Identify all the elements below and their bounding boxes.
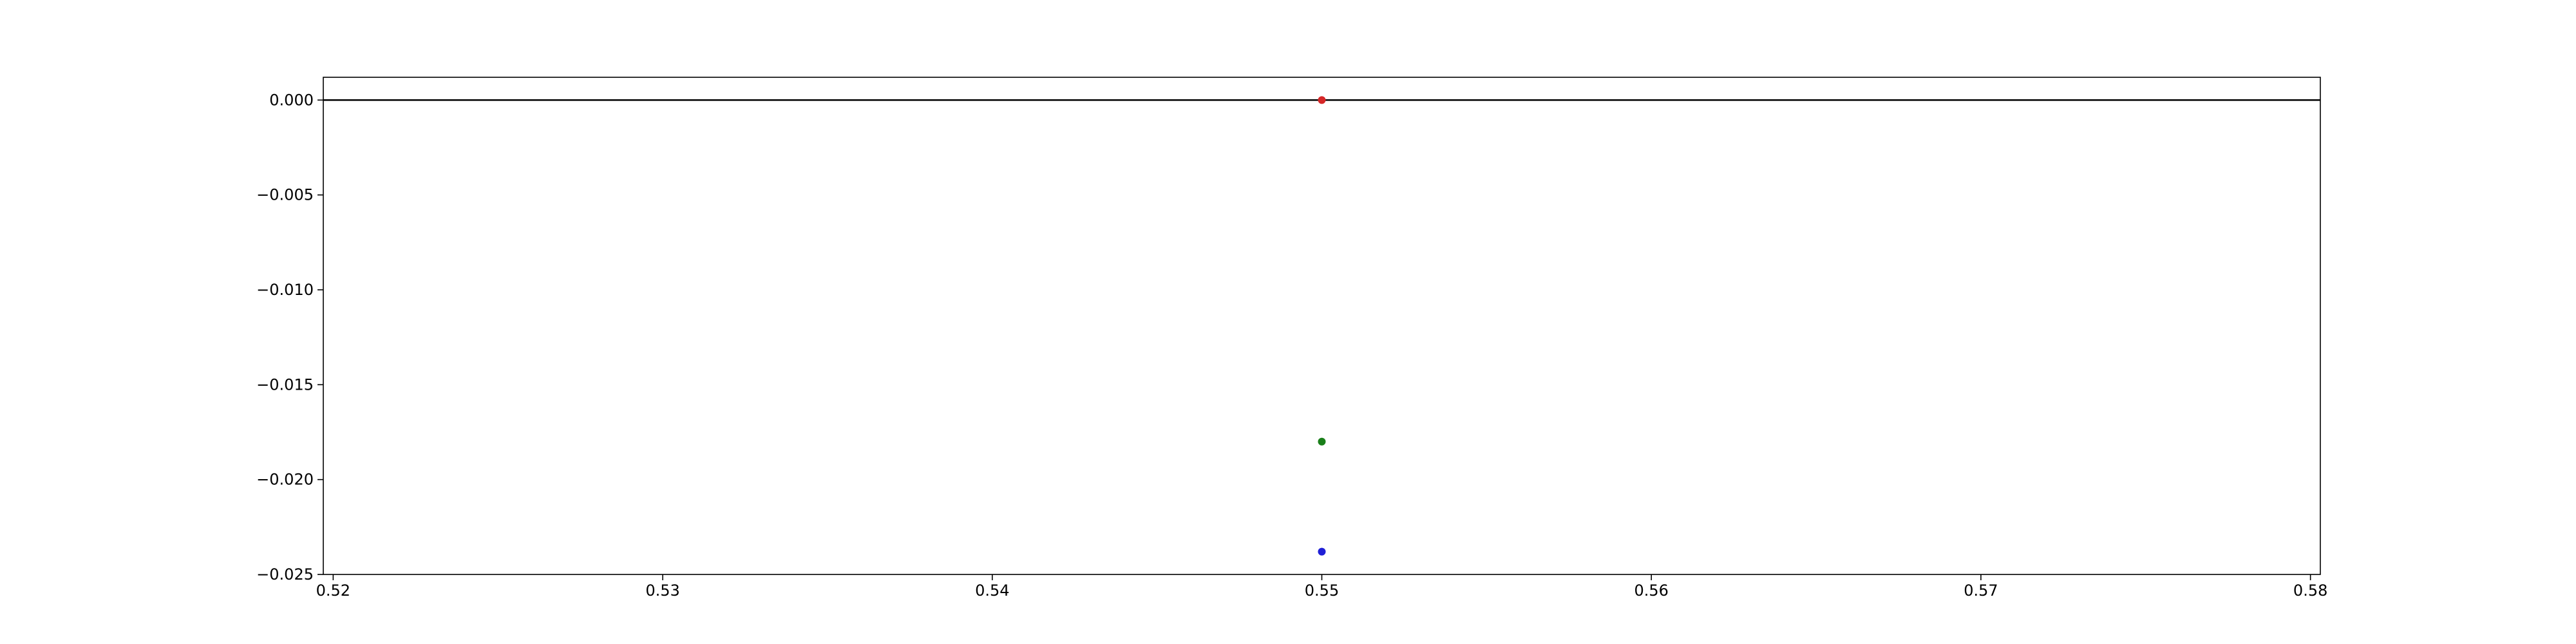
plot-area	[323, 96, 2320, 556]
data-point-2	[1318, 437, 1326, 446]
x-tick-label: 0.52	[316, 582, 350, 600]
y-axis-ticks: 0.000 −0.005 −0.010 −0.015 −0.020 −0.025	[256, 91, 323, 583]
y-tick-label: −0.020	[256, 471, 314, 489]
data-point-1	[1318, 96, 1326, 104]
x-tick-label: 0.55	[1305, 582, 1339, 600]
y-tick-label: −0.005	[256, 186, 314, 204]
y-tick-label: −0.010	[256, 281, 314, 299]
x-tick-label: 0.56	[1634, 582, 1668, 600]
data-point-3	[1318, 547, 1326, 556]
x-tick-label: 0.57	[1964, 582, 1998, 600]
x-tick-label: 0.58	[2293, 582, 2327, 600]
y-tick-label: −0.025	[256, 565, 314, 583]
x-tick-label: 0.53	[645, 582, 679, 600]
x-axis-ticks: 0.52 0.53 0.54 0.55 0.56 0.57 0.58	[316, 574, 2327, 600]
y-tick-label: −0.015	[256, 375, 314, 393]
y-tick-label: 0.000	[269, 91, 314, 109]
x-tick-label: 0.54	[975, 582, 1009, 600]
